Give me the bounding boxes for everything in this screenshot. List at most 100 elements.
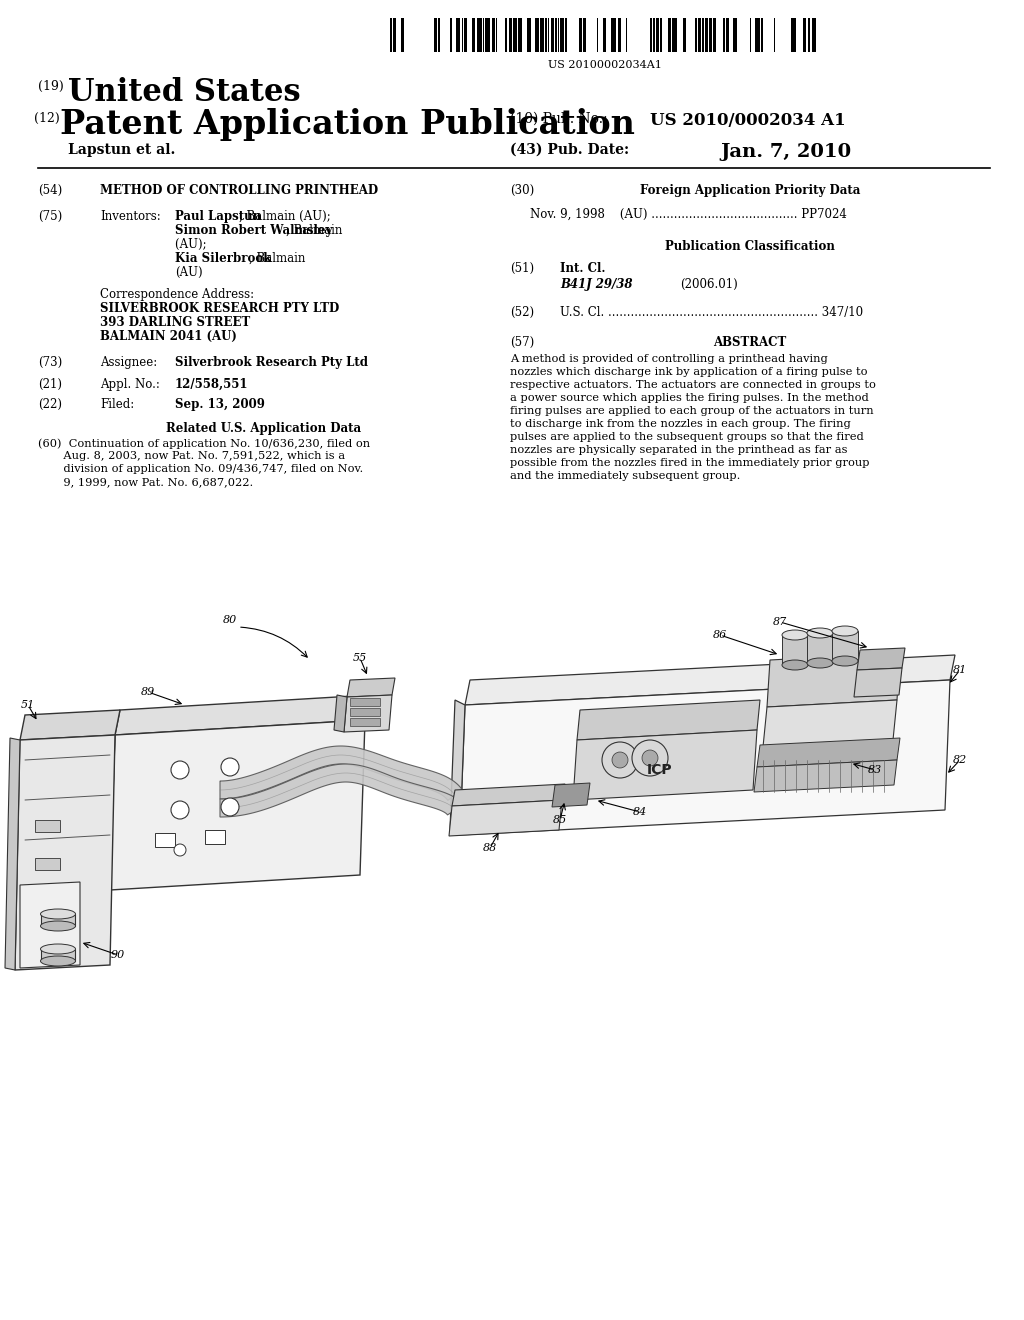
- Polygon shape: [854, 668, 902, 697]
- Polygon shape: [540, 18, 544, 51]
- Polygon shape: [41, 913, 75, 927]
- Circle shape: [602, 742, 638, 777]
- Text: 84: 84: [633, 807, 647, 817]
- Polygon shape: [492, 18, 495, 51]
- Text: (57): (57): [510, 337, 535, 348]
- Text: Assignee:: Assignee:: [100, 356, 158, 370]
- Text: respective actuators. The actuators are connected in groups to: respective actuators. The actuators are …: [510, 380, 876, 389]
- Text: (21): (21): [38, 378, 62, 391]
- Text: 90: 90: [111, 950, 125, 960]
- Text: 81: 81: [953, 665, 967, 675]
- Polygon shape: [465, 655, 955, 705]
- Text: METHOD OF CONTROLLING PRINTHEAD: METHOD OF CONTROLLING PRINTHEAD: [100, 183, 378, 197]
- Polygon shape: [509, 18, 512, 51]
- Polygon shape: [513, 18, 516, 51]
- Polygon shape: [831, 631, 858, 661]
- Polygon shape: [573, 730, 757, 800]
- Ellipse shape: [831, 656, 858, 667]
- Polygon shape: [496, 18, 497, 51]
- Text: 9, 1999, now Pat. No. 6,687,022.: 9, 1999, now Pat. No. 6,687,022.: [38, 477, 253, 487]
- Ellipse shape: [782, 660, 808, 671]
- Polygon shape: [808, 18, 810, 51]
- Text: 393 DARLING STREET: 393 DARLING STREET: [100, 315, 250, 329]
- Polygon shape: [709, 18, 712, 51]
- Polygon shape: [857, 648, 905, 671]
- Text: 51: 51: [20, 700, 35, 710]
- Polygon shape: [650, 18, 651, 51]
- Polygon shape: [452, 784, 565, 807]
- Polygon shape: [505, 18, 507, 51]
- Text: Foreign Application Priority Data: Foreign Application Priority Data: [640, 183, 860, 197]
- Polygon shape: [683, 18, 686, 51]
- Text: (51): (51): [510, 261, 535, 275]
- Polygon shape: [626, 18, 627, 51]
- Polygon shape: [705, 18, 708, 51]
- Text: pulses are applied to the subsequent groups so that the fired: pulses are applied to the subsequent gro…: [510, 432, 864, 442]
- Text: Simon Robert Walmsley: Simon Robert Walmsley: [175, 224, 333, 238]
- Text: Jan. 7, 2010: Jan. 7, 2010: [720, 143, 851, 161]
- Polygon shape: [545, 18, 547, 51]
- Ellipse shape: [831, 626, 858, 636]
- Bar: [350, 708, 380, 715]
- Text: US 2010/0002034 A1: US 2010/0002034 A1: [650, 112, 846, 129]
- Polygon shape: [698, 18, 700, 51]
- Polygon shape: [476, 18, 481, 51]
- Polygon shape: [767, 653, 900, 708]
- Polygon shape: [672, 18, 677, 51]
- Polygon shape: [755, 18, 760, 51]
- Polygon shape: [579, 18, 582, 51]
- Polygon shape: [551, 18, 554, 51]
- Circle shape: [171, 762, 189, 779]
- Polygon shape: [438, 18, 439, 51]
- Polygon shape: [401, 18, 403, 51]
- Text: (52): (52): [510, 306, 535, 319]
- Text: ICP: ICP: [647, 763, 673, 777]
- Polygon shape: [449, 800, 562, 836]
- Circle shape: [171, 801, 189, 818]
- Polygon shape: [220, 764, 463, 817]
- Polygon shape: [41, 949, 75, 961]
- Text: SILVERBROOK RESEARCH PTY LTD: SILVERBROOK RESEARCH PTY LTD: [100, 302, 339, 315]
- Text: a power source which applies the firing pulses. In the method: a power source which applies the firing …: [510, 393, 868, 403]
- Text: 85: 85: [553, 814, 567, 825]
- Text: United States: United States: [68, 77, 301, 108]
- Polygon shape: [803, 18, 806, 51]
- Text: (AU): (AU): [175, 267, 203, 279]
- Polygon shape: [392, 18, 396, 51]
- Polygon shape: [471, 18, 475, 51]
- Text: to discharge ink from the nozzles in each group. The firing: to discharge ink from the nozzles in eac…: [510, 418, 851, 429]
- Polygon shape: [750, 18, 751, 51]
- Bar: [205, 830, 225, 843]
- Ellipse shape: [782, 630, 808, 640]
- Polygon shape: [347, 678, 395, 697]
- Polygon shape: [763, 700, 897, 747]
- Text: nozzles are physically separated in the printhead as far as: nozzles are physically separated in the …: [510, 445, 848, 455]
- Circle shape: [221, 758, 239, 776]
- Polygon shape: [557, 18, 559, 51]
- Ellipse shape: [41, 944, 76, 954]
- Ellipse shape: [41, 909, 76, 919]
- Polygon shape: [5, 738, 20, 970]
- Polygon shape: [560, 18, 563, 51]
- Text: Filed:: Filed:: [100, 399, 134, 411]
- Bar: [35, 820, 60, 832]
- Polygon shape: [577, 700, 760, 741]
- Polygon shape: [611, 18, 616, 51]
- Text: (73): (73): [38, 356, 62, 370]
- Text: division of application No. 09/436,747, filed on Nov.: division of application No. 09/436,747, …: [38, 465, 364, 474]
- Polygon shape: [583, 18, 586, 51]
- Polygon shape: [791, 18, 796, 51]
- Circle shape: [642, 750, 658, 766]
- Polygon shape: [20, 882, 80, 968]
- Text: (54): (54): [38, 183, 62, 197]
- Text: (30): (30): [510, 183, 535, 197]
- Polygon shape: [555, 18, 556, 51]
- Text: and the immediately subsequent group.: and the immediately subsequent group.: [510, 471, 740, 480]
- Text: possible from the nozzles fired in the immediately prior group: possible from the nozzles fired in the i…: [510, 458, 869, 469]
- Polygon shape: [603, 18, 605, 51]
- Text: Paul Lapstun: Paul Lapstun: [175, 210, 261, 223]
- Text: Lapstun et al.: Lapstun et al.: [68, 143, 175, 157]
- Text: , Balmain: , Balmain: [249, 252, 305, 265]
- Text: (AU);: (AU);: [175, 238, 210, 251]
- Polygon shape: [110, 719, 365, 890]
